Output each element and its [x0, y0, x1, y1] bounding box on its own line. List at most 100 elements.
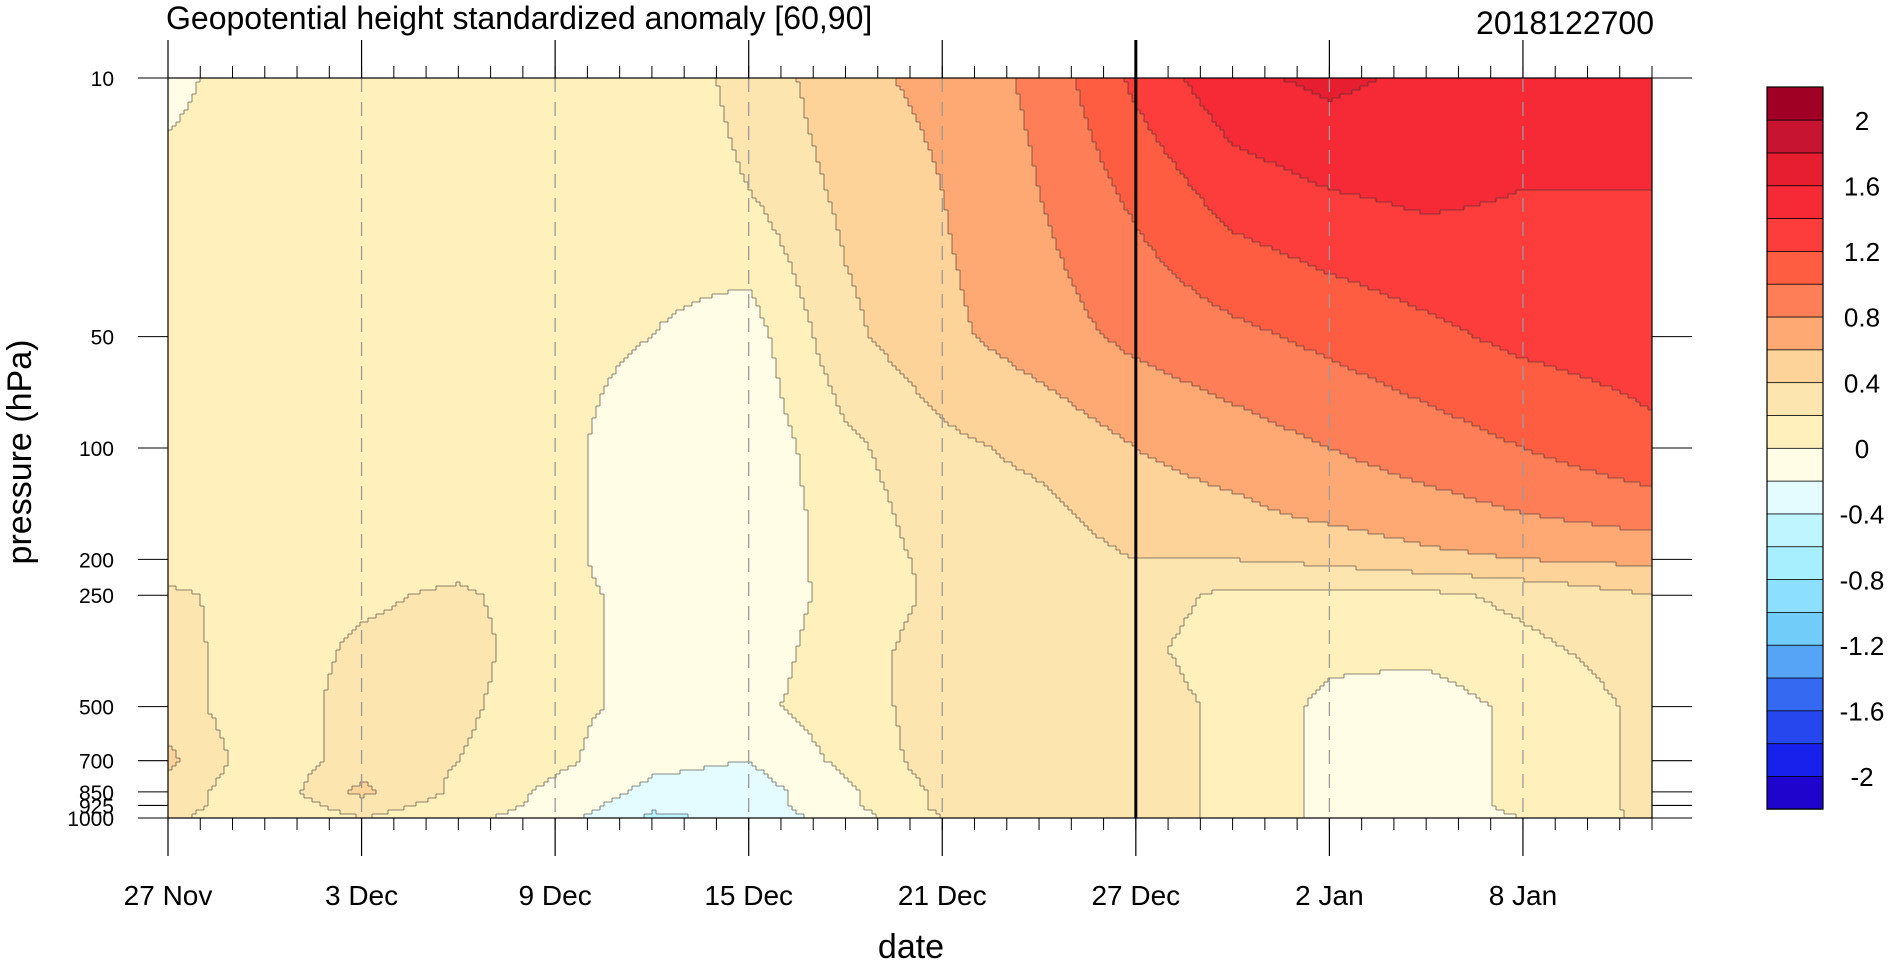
contour-cell: [1188, 474, 1401, 479]
contour-cell: [876, 466, 1017, 471]
contour-cell: [1468, 550, 1653, 555]
contour-cell: [224, 738, 325, 743]
contour-cell: [812, 134, 925, 139]
contour-cell: [168, 254, 789, 259]
contour-cell: [892, 510, 1073, 515]
contour-cell: [1492, 706, 1621, 711]
contour-cell: [824, 178, 941, 183]
contour-cell: [168, 750, 177, 755]
contour-cell: [1000, 354, 1133, 359]
contour-cell: [492, 678, 605, 683]
contour-cell: [808, 538, 905, 543]
contour-cell: [812, 598, 917, 603]
contour-cell: [208, 790, 301, 795]
contour-cell: [168, 282, 797, 287]
contour-cell: [684, 306, 761, 311]
contour-cell: [972, 330, 1101, 335]
contour-cell: [804, 114, 917, 119]
contour-cell: [1028, 134, 1093, 139]
contour-cell: [1080, 518, 1309, 523]
contour-cell: [1420, 210, 1441, 215]
contour-cell: [1308, 698, 1481, 703]
contour-cell: [928, 402, 1073, 407]
contour-cell: [1408, 302, 1653, 307]
contour-cell: [168, 470, 589, 475]
contour-cell: [1428, 402, 1641, 407]
contour-cell: [900, 530, 1093, 535]
contour-cell: [168, 458, 589, 463]
contour-cell: [488, 606, 605, 611]
contour-cell: [904, 754, 1201, 759]
contour-cell: [548, 778, 649, 783]
contour-cell: [1492, 602, 1653, 607]
contour-cell: [168, 770, 225, 775]
contour-cell: [1304, 746, 1493, 751]
contour-cell: [916, 590, 1213, 595]
contour-cell: [1308, 262, 1653, 267]
contour-cell: [336, 654, 497, 659]
contour-cell: [1180, 470, 1389, 475]
contour-cell: [1304, 742, 1493, 747]
contour-cell: [828, 378, 909, 383]
contour-cell: [832, 386, 917, 391]
contour-cell: [472, 730, 589, 735]
contour-cell: [1084, 106, 1137, 111]
contour-cell: [1640, 482, 1653, 487]
contour-cell: [1304, 778, 1493, 783]
contour-cell: [1304, 734, 1493, 739]
contour-cell: [916, 114, 1025, 119]
contour-cell: [580, 754, 825, 759]
contour-cell: [1200, 702, 1309, 707]
contour-cell: [792, 266, 849, 271]
contour-cell: [1056, 390, 1209, 395]
contour-cell: [180, 114, 725, 119]
contour-cell: [992, 446, 1137, 451]
contour-cell: [168, 622, 205, 627]
contour-cell: [584, 814, 645, 819]
contour-cell: [168, 270, 793, 275]
contour-cell: [1620, 762, 1653, 767]
contour-cell: [800, 722, 897, 727]
contour-cell: [1492, 786, 1621, 791]
contour-cell: [472, 734, 589, 739]
contour-cell: [496, 814, 585, 819]
contour-cell: [1172, 638, 1553, 643]
contour-cell: [216, 722, 325, 727]
contour-cell: [1084, 306, 1221, 311]
contour-cell: [1440, 210, 1653, 215]
contour-cell: [784, 250, 845, 255]
contour-cell: [840, 410, 937, 415]
contour-cell: [1444, 410, 1653, 415]
contour-cell: [604, 678, 789, 683]
contour-cell: [892, 690, 1193, 695]
contour-cell: [688, 814, 805, 819]
contour-cell: [588, 554, 809, 559]
contour-cell: [896, 722, 1201, 727]
contour-cell: [1208, 110, 1653, 115]
contour-cell: [752, 194, 829, 199]
contour-cell: [800, 458, 877, 463]
contour-cell: [1200, 806, 1305, 811]
contour-cell: [888, 498, 1061, 503]
contour-cell: [204, 626, 357, 631]
contour-cell: [1468, 690, 1609, 695]
colorbar: 21.61.20.80.40-0.4-0.8-1.2-1.6-2: [1766, 86, 1884, 810]
contour-cell: [1328, 186, 1653, 191]
contour-cell: [816, 346, 881, 351]
contour-cell: [328, 678, 493, 683]
colorbar-swatch: [1766, 316, 1824, 351]
contour-cell: [788, 258, 845, 263]
contour-cell: [1040, 198, 1121, 203]
contour-cell: [556, 774, 653, 779]
contour-cell: [1524, 578, 1653, 583]
contour-cell: [1492, 738, 1621, 743]
contour-cell: [168, 610, 205, 615]
contour-cell: [848, 778, 921, 783]
contour-cell: [324, 754, 461, 759]
contour-cell: [168, 446, 589, 451]
contour-cell: [840, 242, 953, 247]
contour-cell: [1076, 406, 1245, 411]
contour-cell: [168, 778, 217, 783]
contour-cell: [168, 370, 617, 375]
contour-cell: [868, 326, 973, 331]
